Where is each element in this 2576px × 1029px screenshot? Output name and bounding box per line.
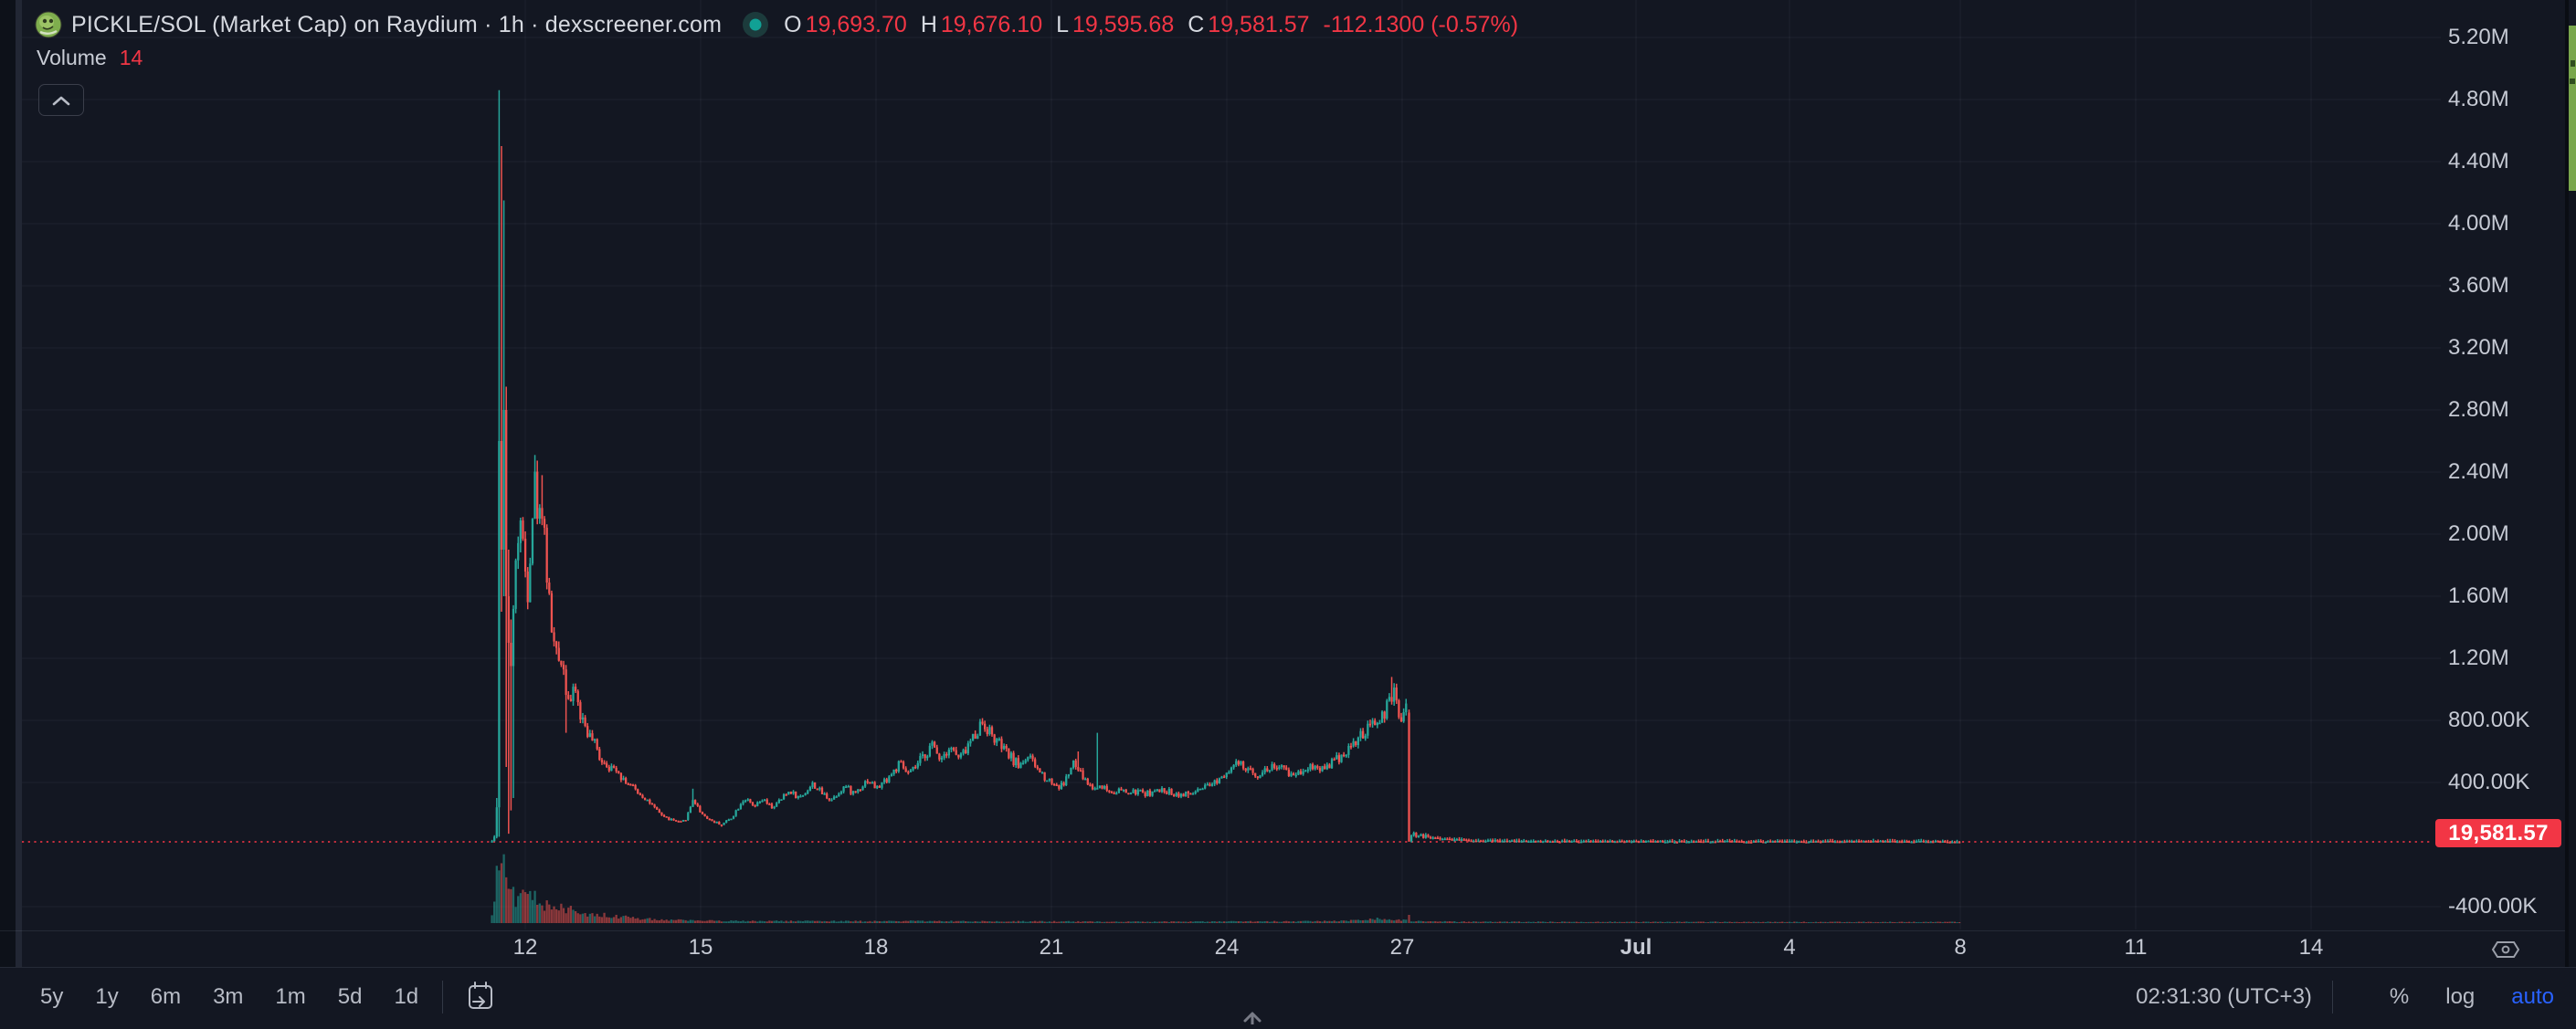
range-button-1y[interactable]: 1y [95,983,119,1009]
range-button-3m[interactable]: 3m [213,983,244,1009]
high-value: 19,676.10 [940,11,1043,37]
range-selector: 5y 1y 6m 3m 1m 5d 1d [37,982,422,1012]
auto-scale-button[interactable]: auto [2511,983,2554,1009]
range-button-1d[interactable]: 1d [394,983,419,1009]
indicator-volume-row: Volume 14 [37,46,143,70]
price-axis-label: -400.00K [2448,894,2538,919]
price-axis-label: 3.20M [2448,335,2509,360]
last-price-tag: 19,581.57 [2435,819,2561,847]
low-value: 19,595.68 [1072,11,1175,37]
price-axis-label: 2.00M [2448,521,2509,546]
timezone-display[interactable]: 02:31:30 (UTC+3) [2136,983,2312,1009]
time-axis-label: 4 [1783,935,1796,960]
price-axis-label: 1.60M [2448,583,2509,608]
left-panel-divider [16,0,22,1024]
time-axis-label: 12 [512,935,538,960]
toolbar-separator [2331,980,2333,1013]
price-axis-label: 4.80M [2448,87,2509,111]
log-scale-button[interactable]: log [2445,983,2476,1009]
price-axis-label: 4.00M [2448,211,2509,236]
close-value: 19,581.57 [1208,11,1310,37]
ohlc-values: O 19,693.70 H 19,676.10 L 19,595.68 C 19… [784,12,1518,38]
bottom-toolbar: 5y 1y 6m 3m 1m 5d 1d 02:31:30 (UTC+3) % log au… [0,967,2576,1025]
range-button-5y[interactable]: 5y [40,983,64,1009]
open-label: O [784,11,802,37]
price-axis-label: 2.40M [2448,459,2509,484]
close-label: C [1188,11,1205,37]
range-button-1m[interactable]: 1m [275,983,306,1009]
low-label: L [1056,11,1069,37]
range-button-5d[interactable]: 5d [337,983,363,1009]
time-axis-label: 11 [2124,935,2148,960]
market-status-icon [743,12,769,37]
chart-legend: PICKLE/SOL (Market Cap) on Raydium · 1h … [35,9,1518,40]
change-value: -112.1300 (-0.57%) [1323,11,1519,37]
time-axis-label: 27 [1389,935,1415,960]
time-axis[interactable]: 12 15 18 21 24 27 Jul 4 8 11 14 [0,930,2565,968]
time-axis-label: 24 [1214,935,1240,960]
price-axis-label: 5.20M [2448,25,2509,49]
price-axis-label: 1.20M [2448,646,2509,670]
time-axis-label: 21 [1039,935,1064,960]
time-axis-label: 18 [863,935,889,960]
high-label: H [920,11,937,37]
right-panel-divider [2565,0,2569,1024]
price-axis[interactable]: 19,581.57 5.20M 4.80M 4.40M 4.00M 3.60M 3.20M… [2430,0,2565,929]
range-button-6m[interactable]: 6m [150,983,182,1009]
time-axis-label: 8 [1954,935,1967,960]
time-axis-label: 15 [688,935,713,960]
toolbar-separator [442,980,444,1013]
price-axis-label: 4.40M [2448,149,2509,173]
token-logo-icon [35,11,62,38]
price-axis-label: 3.60M [2448,273,2509,298]
price-axis-label: 400.00K [2448,770,2530,794]
eye-hexagon-icon[interactable] [2490,934,2521,965]
calendar-arrow-icon [469,981,493,1009]
price-axis-label: 2.80M [2448,397,2509,422]
open-value: 19,693.70 [805,11,907,37]
cropped-right-panel-lower [2569,191,2576,1024]
go-to-date-button[interactable] [463,979,498,1015]
legend-collapse-button[interactable] [38,84,84,116]
time-axis-label: Jul [1620,935,1652,960]
toolbar-right: 02:31:30 (UTC+3) % log auto [2136,980,2554,1013]
indicator-volume-value: 14 [119,46,143,69]
price-axis-label: 800.00K [2448,708,2530,732]
cropped-right-panel [2569,26,2576,191]
indicator-volume-label: Volume [37,46,107,69]
symbol-title: PICKLE/SOL (Market Cap) on Raydium · 1h … [71,11,723,37]
toolbar-collapse-arrow-icon[interactable] [1239,1008,1266,1024]
chevron-up-icon [52,96,70,105]
cropped-left-panel [0,0,16,1024]
time-axis-label: 14 [2298,935,2324,960]
percent-scale-button[interactable]: % [2389,983,2410,1009]
